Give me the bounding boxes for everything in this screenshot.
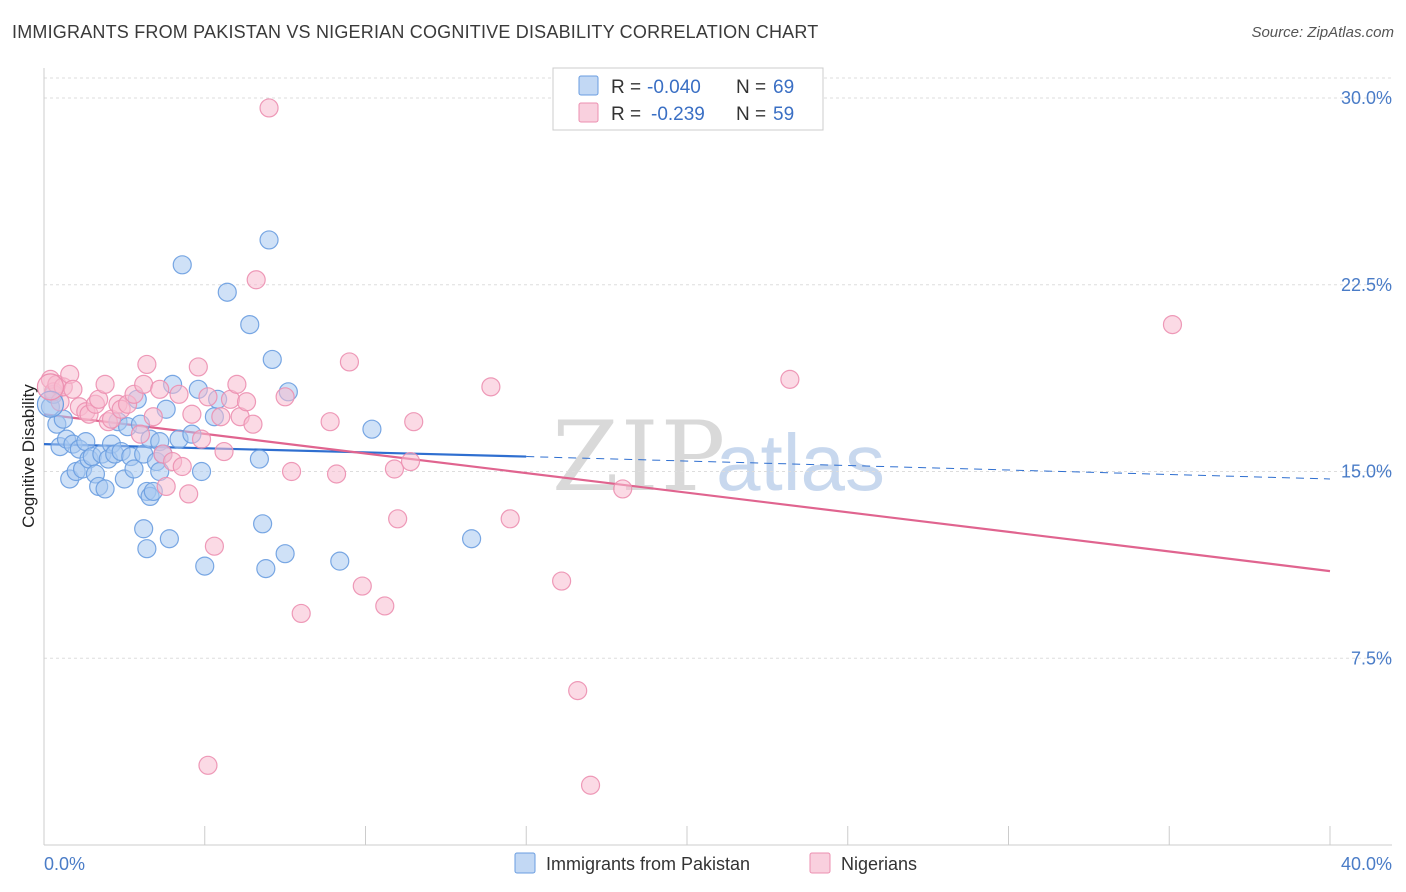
- point-pakistan: [172, 255, 192, 275]
- point-pakistan: [362, 419, 382, 439]
- point-nigerians: [352, 576, 372, 596]
- point-pakistan: [191, 461, 212, 482]
- point-nigerians: [259, 98, 279, 118]
- x-tick-label: 0.0%: [44, 854, 85, 874]
- point-nigerians: [211, 407, 231, 427]
- tick-labels: 7.5% 15.0% 22.5% 30.0% 0.0% 40.0%: [44, 88, 1392, 874]
- y-tick-label: 7.5%: [1351, 648, 1392, 668]
- point-nigerians: [182, 404, 202, 424]
- point-nigerians: [63, 379, 83, 399]
- y-tick-label: 15.0%: [1341, 462, 1392, 482]
- point-nigerians: [780, 369, 800, 389]
- point-nigerians: [130, 424, 151, 444]
- point-nigerians: [291, 603, 311, 624]
- y-axis-label: Cognitive Disability: [19, 384, 38, 528]
- point-nigerians: [339, 352, 360, 372]
- legend-n-value-nigerians: 59: [773, 104, 794, 125]
- point-pakistan: [262, 349, 282, 370]
- point-pakistan: [195, 556, 215, 576]
- point-pakistan: [275, 544, 295, 564]
- point-nigerians: [384, 459, 405, 479]
- point-pakistan: [259, 230, 279, 250]
- point-nigerians: [95, 374, 115, 394]
- series-legend-label-nigerians: Nigerians: [841, 854, 917, 874]
- point-nigerians: [613, 479, 633, 499]
- point-pakistan: [330, 551, 350, 571]
- point-nigerians: [481, 377, 501, 397]
- point-nigerians: [169, 384, 189, 404]
- point-nigerians: [214, 441, 234, 462]
- legend-n-value-pakistan: 69: [773, 77, 794, 98]
- point-nigerians: [320, 412, 340, 432]
- legend-n-label-pakistan: N =: [736, 77, 766, 98]
- point-pakistan: [124, 459, 144, 479]
- trend-line-nigerians: [43, 413, 1331, 573]
- point-nigerians: [246, 270, 266, 290]
- point-nigerians: [227, 374, 247, 394]
- point-nigerians: [236, 392, 257, 412]
- series-legend-swatch-pakistan: [514, 852, 536, 874]
- point-pakistan: [95, 479, 115, 499]
- series-legend-swatch-nigerians: [809, 852, 831, 874]
- y-tick-label: 30.0%: [1341, 88, 1392, 108]
- point-nigerians: [36, 373, 65, 401]
- y-tick-label: 22.5%: [1341, 275, 1392, 295]
- point-nigerians: [179, 484, 199, 504]
- point-pakistan: [240, 314, 260, 335]
- point-nigerians: [156, 476, 176, 497]
- point-nigerians: [500, 509, 520, 529]
- legend-r-label-nigerians: R =: [611, 104, 641, 125]
- data-points: [36, 98, 1183, 795]
- point-nigerians: [275, 387, 295, 407]
- point-pakistan: [134, 519, 154, 539]
- point-nigerians: [198, 387, 218, 407]
- point-nigerians: [388, 509, 408, 529]
- point-pakistan: [159, 529, 179, 549]
- legend-n-label-nigerians: N =: [736, 104, 766, 125]
- gridlines: [44, 77, 1392, 659]
- point-nigerians: [1162, 314, 1183, 335]
- point-nigerians: [188, 357, 208, 377]
- chart-title: IMMIGRANTS FROM PAKISTAN VS NIGERIAN COG…: [12, 22, 819, 42]
- point-nigerians: [134, 374, 154, 394]
- x-tick-label: 40.0%: [1341, 854, 1392, 874]
- legend-swatch-pakistan: [578, 75, 599, 96]
- axes: [43, 68, 1392, 846]
- point-nigerians: [198, 755, 218, 775]
- point-nigerians: [150, 379, 170, 399]
- point-pakistan: [253, 514, 273, 534]
- point-nigerians: [143, 407, 163, 427]
- point-nigerians: [243, 414, 263, 434]
- point-nigerians: [326, 464, 347, 484]
- point-nigerians: [137, 354, 157, 375]
- series-legend-label-pakistan: Immigrants from Pakistan: [546, 854, 750, 874]
- legend-r-label-pakistan: R =: [611, 77, 641, 98]
- point-pakistan: [461, 529, 482, 549]
- point-pakistan: [137, 539, 157, 559]
- point-nigerians: [204, 536, 224, 556]
- stats-legend: R = -0.040 N = 69 R = -0.239 N = 59: [552, 67, 824, 131]
- point-nigerians: [281, 461, 302, 482]
- watermark-zip: ZIP: [552, 401, 727, 513]
- point-nigerians: [568, 681, 588, 701]
- chart-source: Source: ZipAtlas.com: [1251, 24, 1394, 41]
- point-nigerians: [552, 571, 572, 591]
- legend-swatch-nigerians: [578, 102, 599, 123]
- point-nigerians: [580, 775, 601, 795]
- point-nigerians: [375, 596, 395, 616]
- point-pakistan: [249, 449, 270, 469]
- point-nigerians: [400, 451, 421, 472]
- point-nigerians: [191, 429, 212, 449]
- point-pakistan: [217, 282, 237, 302]
- point-nigerians: [172, 456, 192, 477]
- point-pakistan: [256, 559, 276, 579]
- legend-r-value-nigerians: -0.239: [651, 104, 705, 125]
- legend-r-value-pakistan: -0.040: [647, 77, 701, 98]
- series-legend: Immigrants from Pakistan Nigerians: [514, 852, 917, 874]
- point-nigerians: [404, 412, 424, 432]
